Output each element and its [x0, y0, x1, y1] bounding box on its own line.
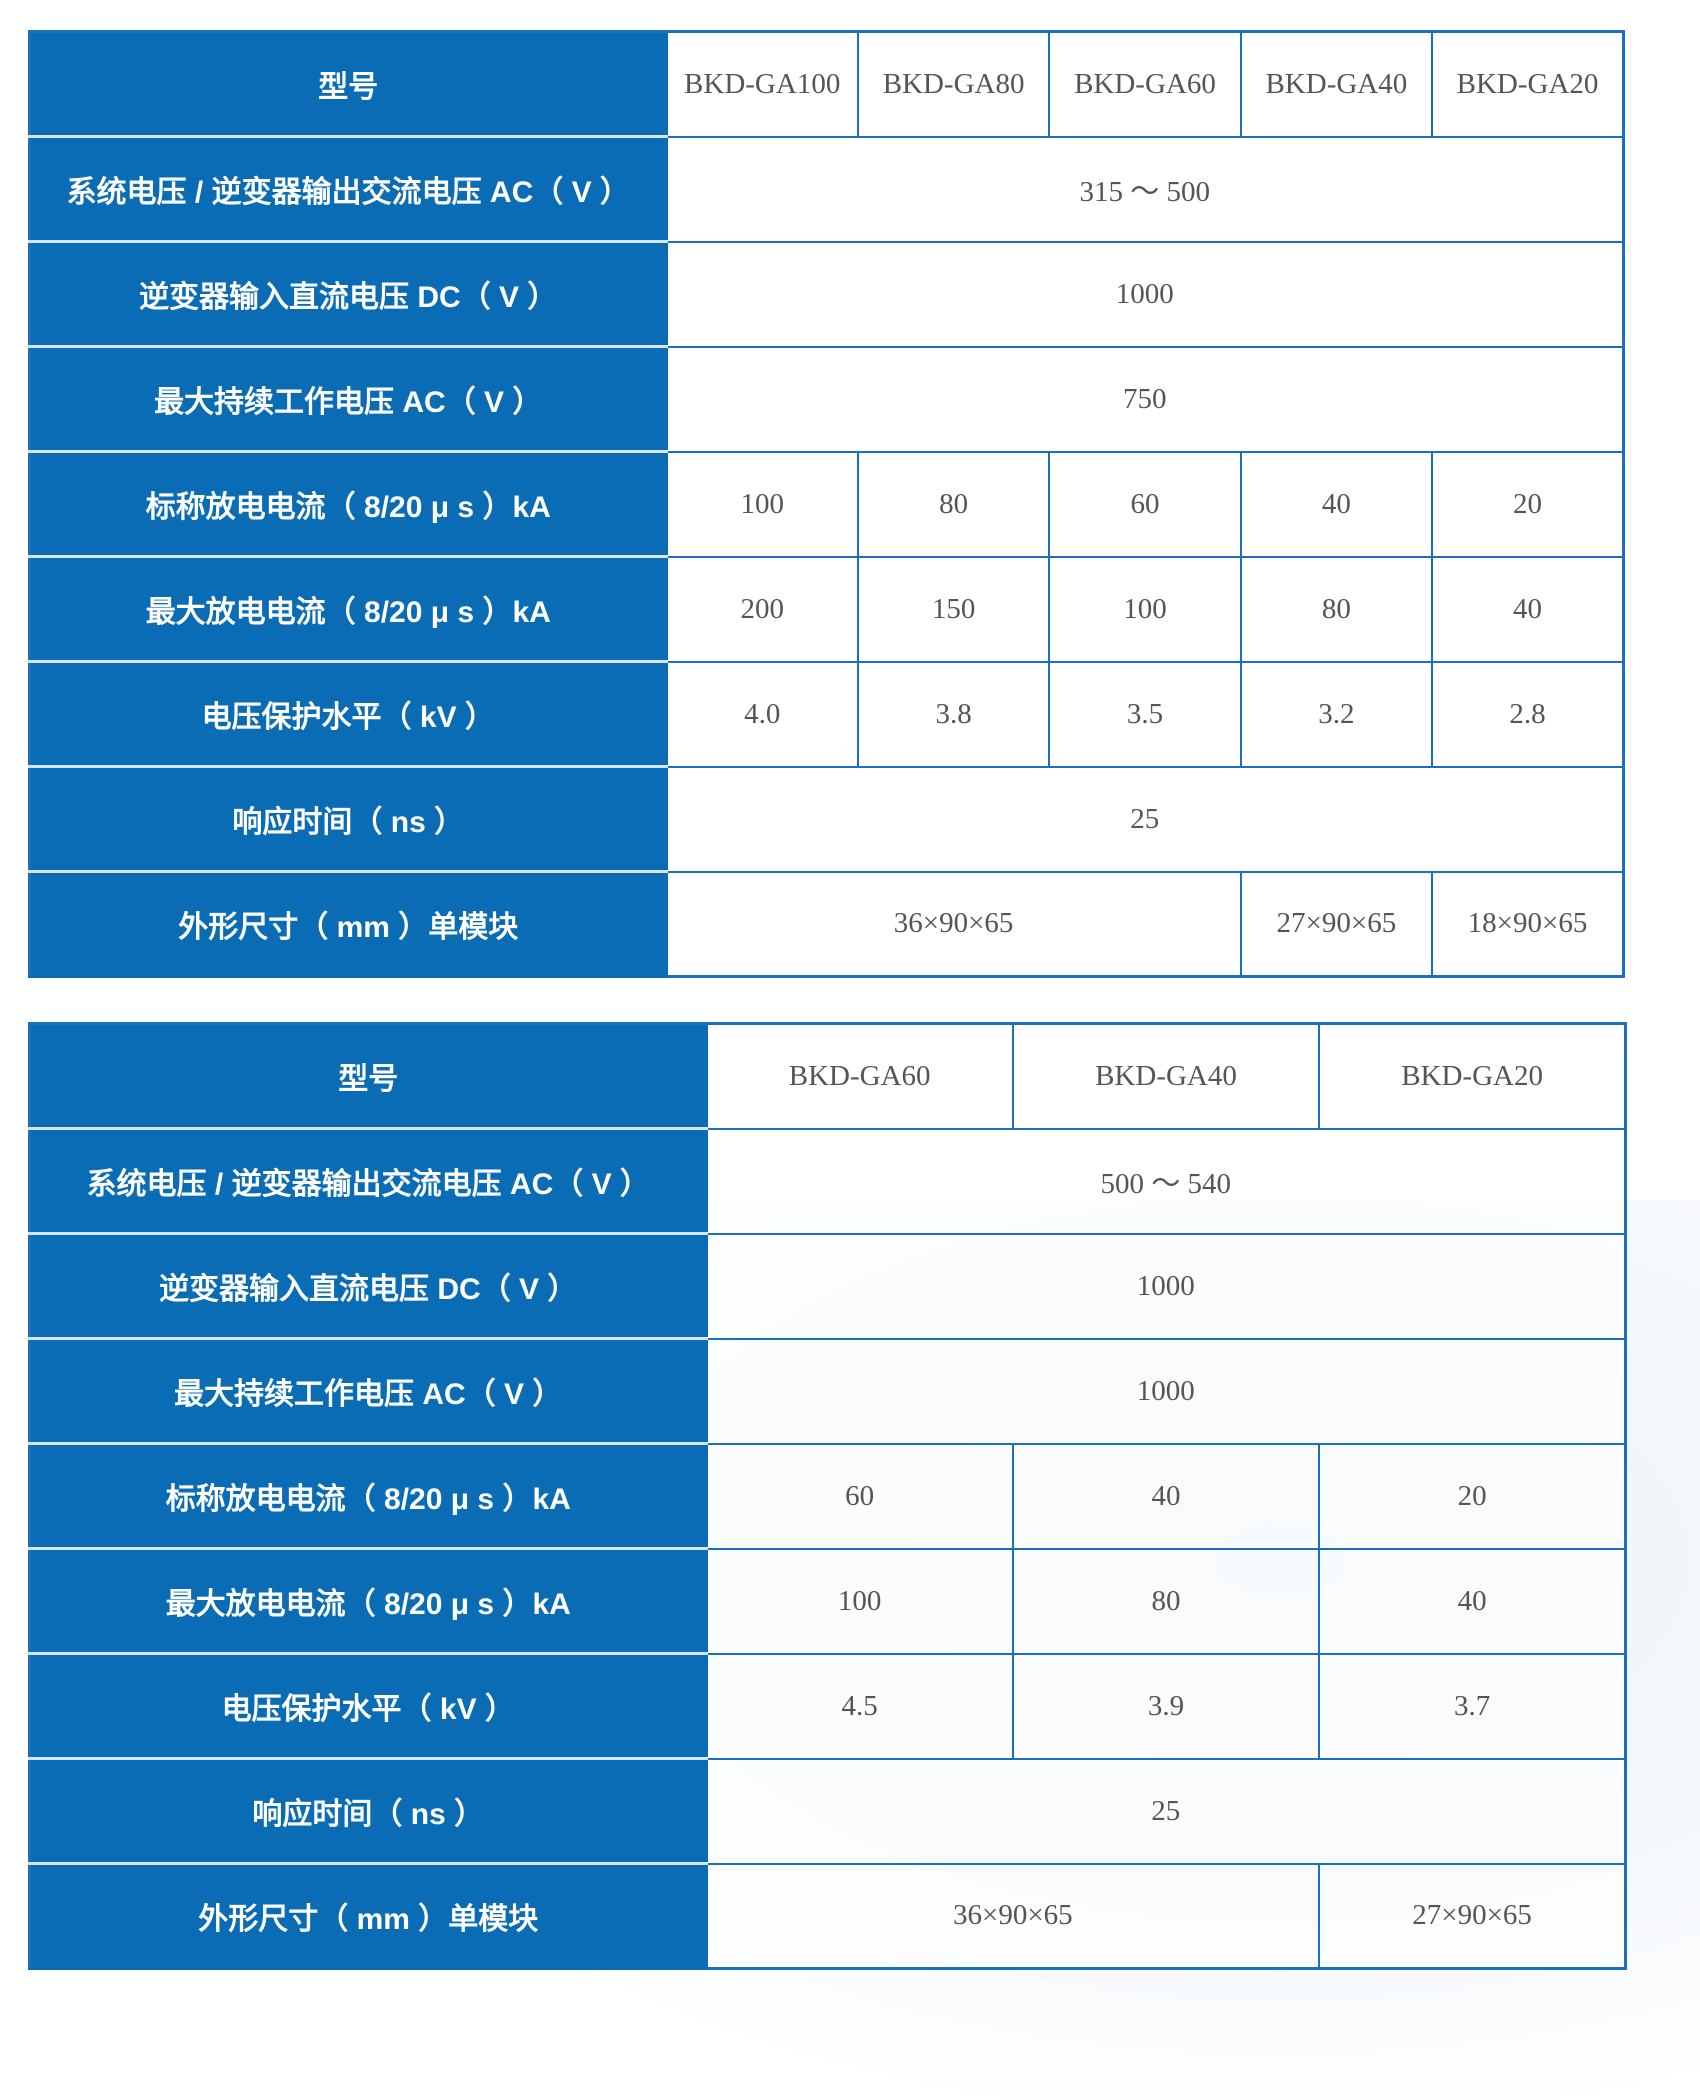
- row-label: 最大放电电流（ 8/20 μ s ）kA: [28, 1547, 708, 1655]
- spec-table-1: 型号 BKD-GA100 BKD-GA80 BKD-GA60 BKD-GA40 BKD-G…: [28, 30, 1625, 978]
- table-row: 逆变器输入直流电压 DC（ V ） 1000: [28, 240, 1625, 348]
- spec-table-2: 型号 BKD-GA60 BKD-GA40 BKD-GA20 系统电压 / 逆变器输出交流…: [28, 1022, 1627, 1970]
- table-row: 电压保护水平（ kV ） 4.5 3.9 3.7: [28, 1652, 1627, 1760]
- row-label: 响应时间（ ns ）: [28, 1757, 708, 1865]
- row-label: 最大持续工作电压 AC（ V ）: [28, 1337, 708, 1445]
- table-row: 最大持续工作电压 AC（ V ） 1000: [28, 1337, 1627, 1445]
- row-label: 最大持续工作电压 AC（ V ）: [28, 345, 668, 453]
- value-cell: 500 ～ 540: [705, 1127, 1627, 1235]
- value-cell: 3.5: [1048, 660, 1242, 768]
- header-row: 型号 BKD-GA100 BKD-GA80 BKD-GA60 BKD-GA40 BKD-G…: [28, 30, 1625, 138]
- value-cell: 100: [1048, 555, 1242, 663]
- model-name-cell: BKD-GA20: [1431, 30, 1625, 138]
- header-row: 型号 BKD-GA60 BKD-GA40 BKD-GA20: [28, 1022, 1627, 1130]
- table-row: 最大持续工作电压 AC（ V ） 750: [28, 345, 1625, 453]
- table-row: 系统电压 / 逆变器输出交流电压 AC（ V ） 315 ～ 500: [28, 135, 1625, 243]
- value-cell: 3.2: [1239, 660, 1434, 768]
- value-cell: 36×90×65: [705, 1862, 1321, 1970]
- value-cell: 1000: [665, 240, 1625, 348]
- value-cell: 1000: [705, 1232, 1627, 1340]
- row-label: 最大放电电流（ 8/20 μ s ）kA: [28, 555, 668, 663]
- row-label: 外形尺寸（ mm ）单模块: [28, 1862, 708, 1970]
- value-cell: 4.0: [665, 660, 859, 768]
- value-cell: 200: [665, 555, 859, 663]
- value-cell: 27×90×65: [1239, 870, 1434, 978]
- row-label: 电压保护水平（ kV ）: [28, 660, 668, 768]
- value-cell: 1000: [705, 1337, 1627, 1445]
- model-name-cell: BKD-GA100: [665, 30, 859, 138]
- table-row: 标称放电电流（ 8/20 μ s ）kA 100 80 60 40 20: [28, 450, 1625, 558]
- value-cell: 27×90×65: [1318, 1862, 1627, 1970]
- row-label: 逆变器输入直流电压 DC（ V ）: [28, 240, 668, 348]
- row-label: 标称放电电流（ 8/20 μ s ）kA: [28, 450, 668, 558]
- table-row: 标称放电电流（ 8/20 μ s ）kA 60 40 20: [28, 1442, 1627, 1550]
- value-cell: 40: [1239, 450, 1434, 558]
- value-cell: 40: [1011, 1442, 1321, 1550]
- model-name-cell: BKD-GA80: [856, 30, 1051, 138]
- value-cell: 20: [1318, 1442, 1627, 1550]
- row-label: 外形尺寸（ mm ）单模块: [28, 870, 668, 978]
- value-cell: 80: [856, 450, 1051, 558]
- table-row: 逆变器输入直流电压 DC（ V ） 1000: [28, 1232, 1627, 1340]
- model-name-cell: BKD-GA40: [1011, 1022, 1321, 1130]
- value-cell: 3.7: [1318, 1652, 1627, 1760]
- model-name-cell: BKD-GA60: [1048, 30, 1242, 138]
- value-cell: 25: [705, 1757, 1627, 1865]
- value-cell: 36×90×65: [665, 870, 1242, 978]
- value-cell: 3.8: [856, 660, 1051, 768]
- row-label: 型号: [28, 30, 668, 138]
- row-label: 逆变器输入直流电压 DC（ V ）: [28, 1232, 708, 1340]
- model-name-cell: BKD-GA40: [1239, 30, 1434, 138]
- table-row: 响应时间（ ns ） 25: [28, 1757, 1627, 1865]
- row-label: 响应时间（ ns ）: [28, 765, 668, 873]
- value-cell: 40: [1318, 1547, 1627, 1655]
- value-cell: 80: [1239, 555, 1434, 663]
- table-row: 最大放电电流（ 8/20 μ s ）kA 100 80 40: [28, 1547, 1627, 1655]
- table-row: 系统电压 / 逆变器输出交流电压 AC（ V ） 500 ～ 540: [28, 1127, 1627, 1235]
- value-cell: 18×90×65: [1431, 870, 1625, 978]
- row-label: 电压保护水平（ kV ）: [28, 1652, 708, 1760]
- value-cell: 60: [705, 1442, 1014, 1550]
- value-cell: 4.5: [705, 1652, 1014, 1760]
- value-cell: 150: [856, 555, 1051, 663]
- value-cell: 2.8: [1431, 660, 1625, 768]
- row-label: 系统电压 / 逆变器输出交流电压 AC（ V ）: [28, 1127, 708, 1235]
- row-label: 系统电压 / 逆变器输出交流电压 AC（ V ）: [28, 135, 668, 243]
- value-cell: 25: [665, 765, 1625, 873]
- value-cell: 3.9: [1011, 1652, 1321, 1760]
- model-name-cell: BKD-GA20: [1318, 1022, 1627, 1130]
- value-cell: 80: [1011, 1547, 1321, 1655]
- row-label: 标称放电电流（ 8/20 μ s ）kA: [28, 1442, 708, 1550]
- value-cell: 100: [665, 450, 859, 558]
- value-cell: 100: [705, 1547, 1014, 1655]
- value-cell: 60: [1048, 450, 1242, 558]
- value-cell: 315 ～ 500: [665, 135, 1625, 243]
- table-row: 外形尺寸（ mm ）单模块 36×90×65 27×90×65: [28, 1862, 1627, 1970]
- table-row: 最大放电电流（ 8/20 μ s ）kA 200 150 100 80 40: [28, 555, 1625, 663]
- table-row: 外形尺寸（ mm ）单模块 36×90×65 27×90×65 18×90×65: [28, 870, 1625, 978]
- table-row: 电压保护水平（ kV ） 4.0 3.8 3.5 3.2 2.8: [28, 660, 1625, 768]
- model-name-cell: BKD-GA60: [705, 1022, 1014, 1130]
- value-cell: 40: [1431, 555, 1625, 663]
- value-cell: 20: [1431, 450, 1625, 558]
- table-row: 响应时间（ ns ） 25: [28, 765, 1625, 873]
- value-cell: 750: [665, 345, 1625, 453]
- row-label: 型号: [28, 1022, 708, 1130]
